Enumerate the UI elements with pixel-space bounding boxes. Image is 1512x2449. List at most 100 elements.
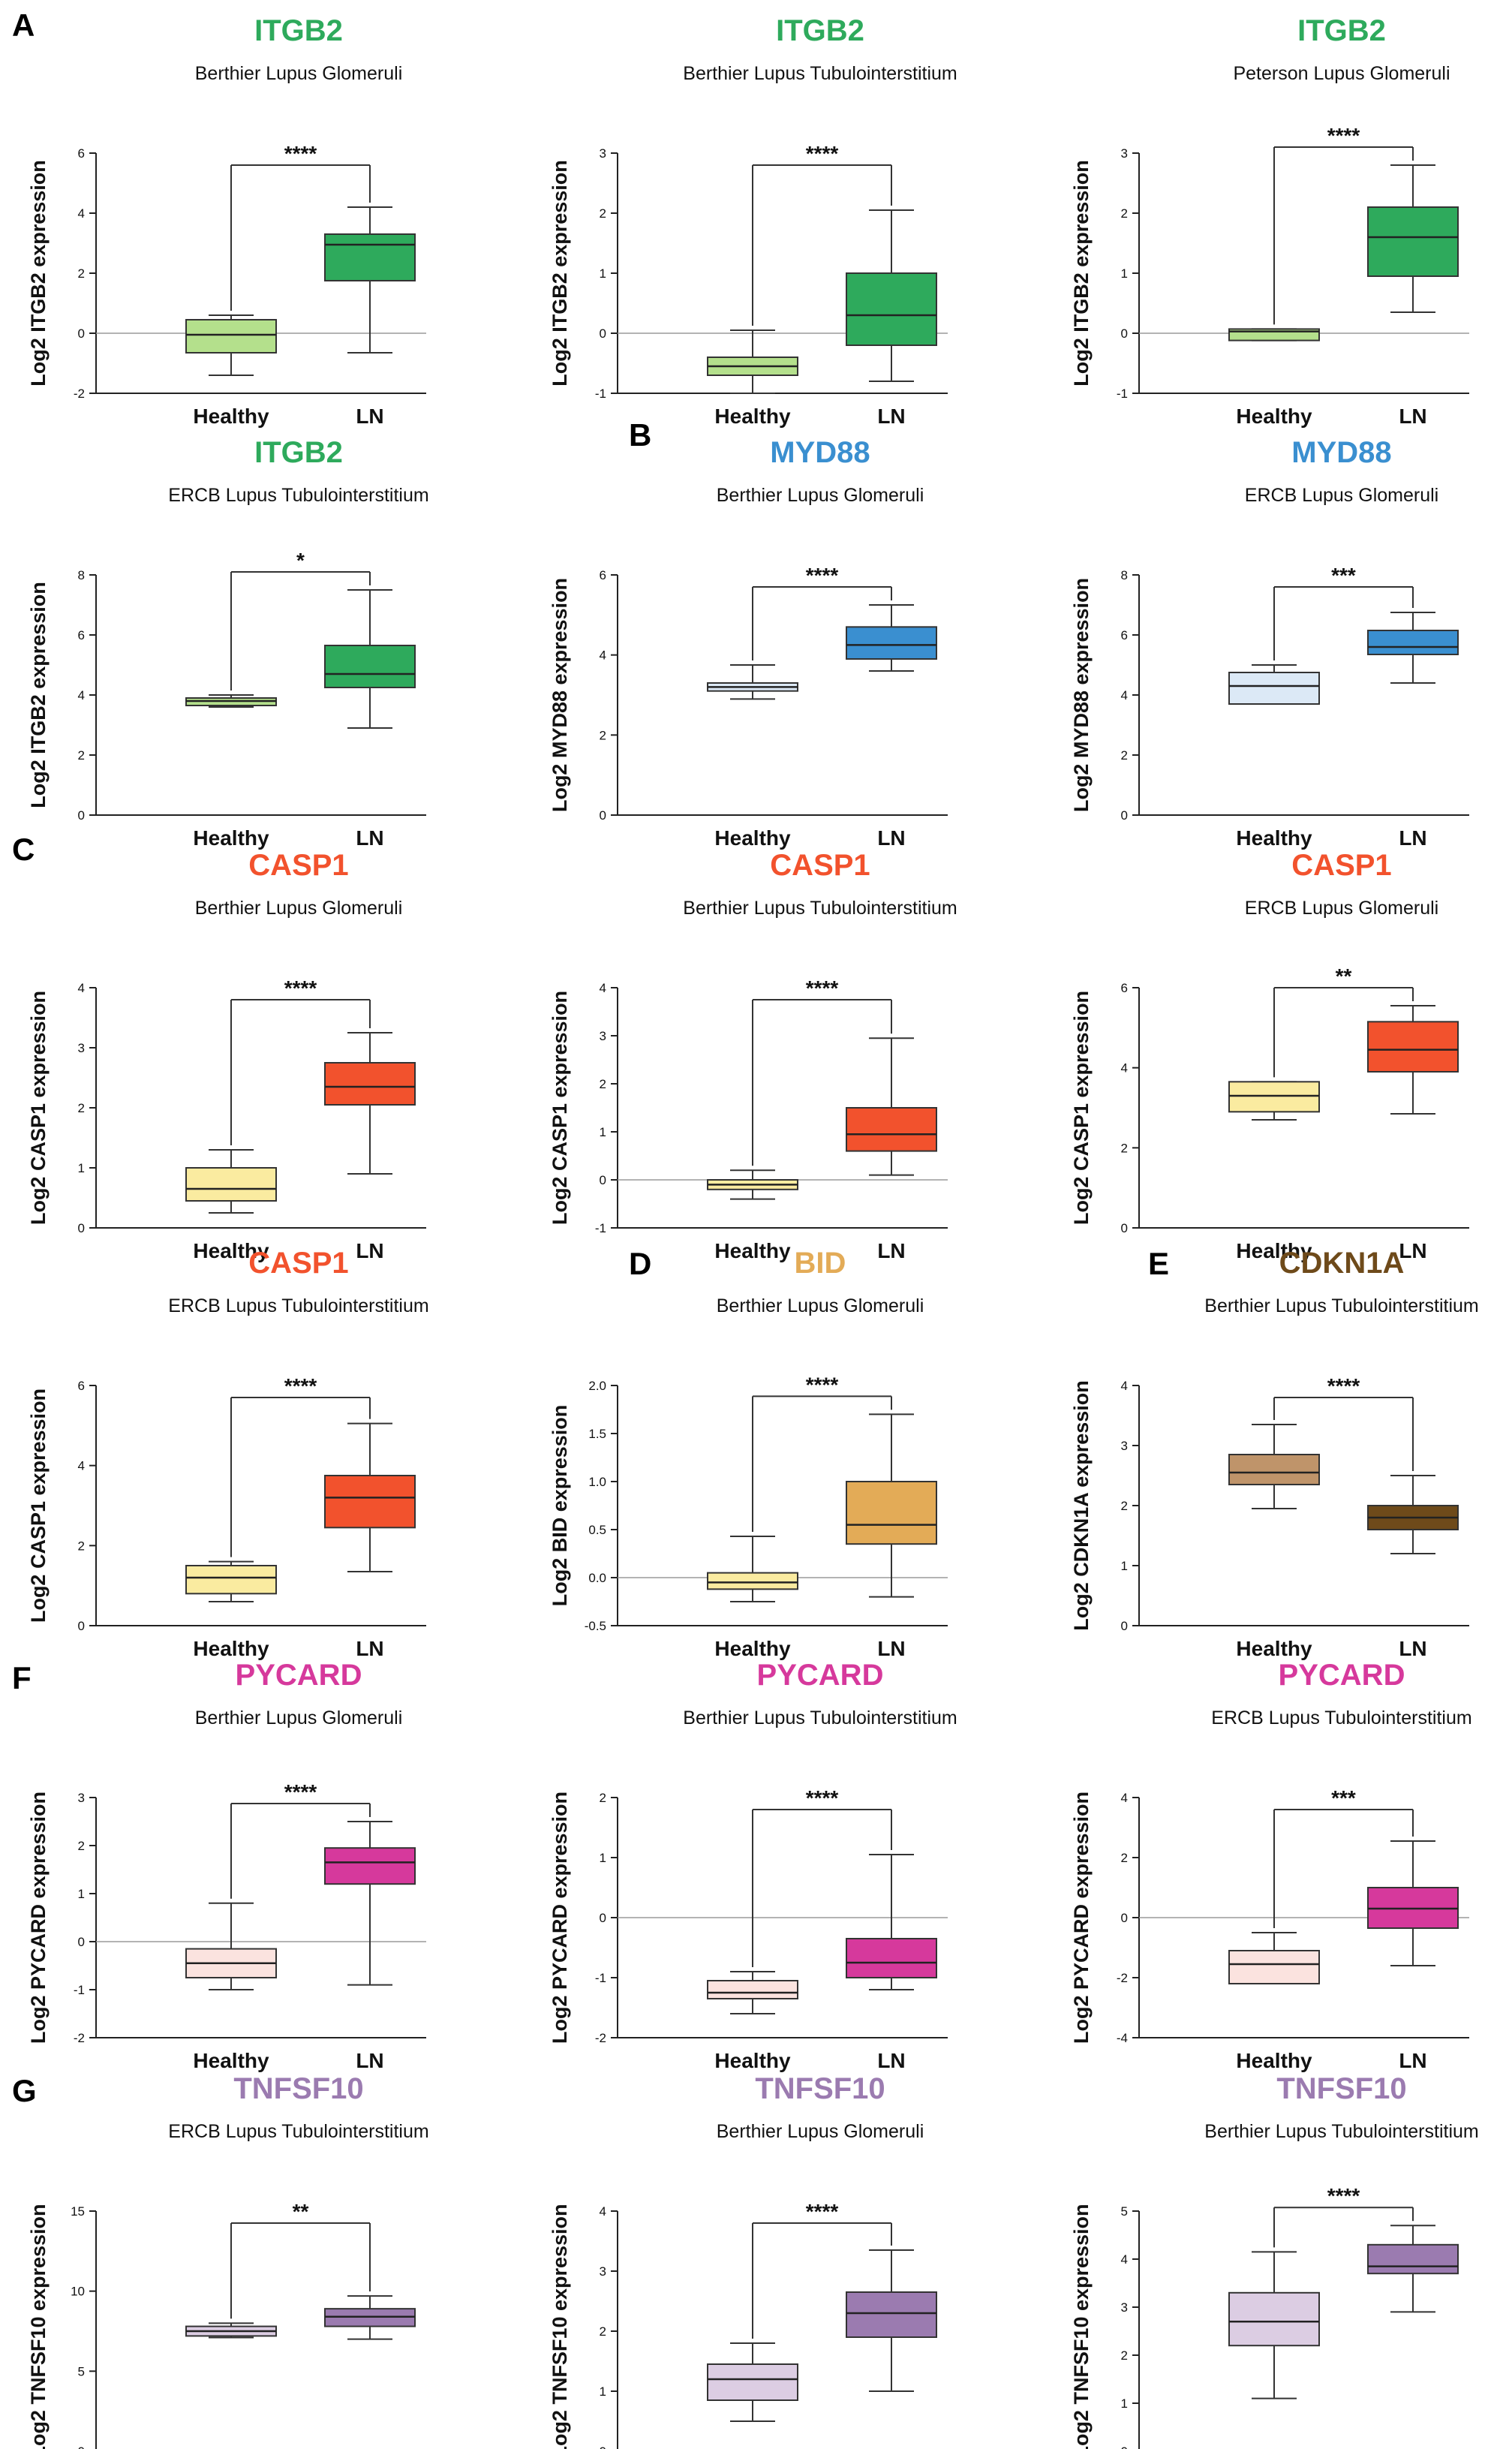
significance-label: **	[1336, 964, 1352, 988]
x-category-label: LN	[356, 1239, 383, 1262]
chart-subtitle: Berthier Lupus Tubulointerstitium	[683, 63, 957, 84]
y-tick-label: 8	[1121, 568, 1128, 582]
panel-letter-d: D	[629, 1246, 651, 1281]
y-tick-label: 2	[600, 728, 606, 742]
x-category-label: Healthy	[193, 1637, 269, 1660]
panel-letter-f: F	[12, 1660, 32, 1695]
box-ln	[324, 1475, 416, 1529]
chart-panel-10: BID Berthier Lupus Glomeruli Log2 BID expr…	[549, 1247, 948, 1660]
y-tick-label: -4	[1117, 2031, 1128, 2045]
y-tick-label: 4	[78, 1459, 85, 1473]
x-category-label: Healthy	[1236, 826, 1312, 850]
significance-label: ****	[284, 976, 317, 1000]
chart-panel-15: TNFSF10 ERCB Lupus Tubulointerstitium Log2…	[27, 2072, 429, 2449]
x-category-label: Healthy	[193, 826, 269, 850]
y-tick-label: 0	[1121, 2444, 1128, 2449]
chart-title: CASP1	[248, 1247, 348, 1280]
y-tick-label: 4	[78, 981, 85, 995]
significance-label: **	[293, 2200, 309, 2223]
chart-subtitle: Berthier Lupus Tubulointerstitium	[1204, 2121, 1478, 2142]
x-category-label: LN	[877, 405, 905, 428]
y-tick-label: 3	[78, 1041, 85, 1055]
chart-panel-0: ITGB2 Berthier Lupus Glomeruli Log2 ITGB2 …	[27, 14, 426, 428]
y-tick-label: 6	[78, 1379, 85, 1393]
x-category-label: Healthy	[1236, 2049, 1312, 2072]
y-axis-label: Log2 ITGB2 expression	[549, 160, 571, 387]
chart-panel-3: ITGB2 ERCB Lupus Tubulointerstitium Log2 I…	[27, 436, 429, 850]
y-tick-label: 15	[71, 2204, 85, 2219]
significance-label: *	[296, 549, 305, 572]
chart-panel-4: MYD88 Berthier Lupus Glomeruli Log2 MYD88 …	[549, 436, 948, 850]
significance-label: ****	[284, 1374, 317, 1397]
x-category-label: LN	[1399, 826, 1426, 850]
y-tick-label: 3	[600, 2264, 606, 2279]
panel-letter-e: E	[1148, 1246, 1169, 1281]
x-category-label: LN	[356, 1637, 383, 1660]
y-tick-label: 2.0	[588, 1379, 606, 1393]
chart-subtitle: Berthier Lupus Glomeruli	[717, 1295, 924, 1316]
y-tick-label: 0	[78, 808, 85, 823]
chart-subtitle: ERCB Lupus Tubulointerstitium	[168, 2121, 428, 2142]
box-healthy	[1228, 1950, 1320, 1984]
x-category-label: Healthy	[193, 2049, 269, 2072]
y-tick-label: 1	[1121, 1559, 1128, 1573]
significance-label: ****	[806, 2200, 839, 2223]
box-healthy	[185, 1565, 277, 1595]
chart-subtitle: ERCB Lupus Glomeruli	[1245, 898, 1438, 919]
box-ln	[1367, 1021, 1459, 1073]
y-tick-label: 3	[1121, 1439, 1128, 1453]
box-healthy	[707, 2363, 798, 2401]
chart-title: CASP1	[770, 849, 870, 882]
y-tick-label: 1	[600, 266, 606, 281]
y-tick-label: 2	[600, 1791, 606, 1805]
chart-panel-17: TNFSF10 Berthier Lupus Tubulointerstitium…	[1070, 2072, 1479, 2449]
significance-label: ****	[1327, 2184, 1360, 2207]
chart-panel-9: CASP1 ERCB Lupus Tubulointerstitium Log2 C…	[27, 1247, 429, 1660]
chart-title: BID	[795, 1247, 846, 1280]
y-tick-label: -1	[74, 1983, 85, 1997]
significance-label: ***	[1331, 1786, 1356, 1810]
panel-letter-b: B	[629, 417, 651, 453]
y-tick-label: 4	[78, 688, 85, 703]
box-healthy	[707, 1572, 798, 1590]
chart-title: CASP1	[248, 849, 348, 882]
x-category-label: Healthy	[193, 405, 269, 428]
box-healthy	[1228, 1081, 1320, 1113]
y-tick-label: 2	[78, 1101, 85, 1115]
y-axis-label: Log2 CASP1 expression	[27, 1388, 50, 1623]
y-tick-label: 0	[78, 2444, 85, 2449]
chart-subtitle: ERCB Lupus Tubulointerstitium	[168, 485, 428, 506]
y-tick-label: 1	[1121, 266, 1128, 281]
box-healthy	[1228, 2291, 1320, 2347]
box-ln	[846, 1107, 937, 1152]
y-tick-label: 6	[78, 628, 85, 642]
y-axis-label: Log2 PYCARD expression	[549, 1792, 571, 2044]
y-tick-label: 4	[600, 981, 606, 995]
y-tick-label: 0	[78, 326, 85, 341]
y-tick-label: -2	[74, 2031, 85, 2045]
y-tick-label: 8	[78, 568, 85, 582]
y-tick-label: 1	[600, 2384, 606, 2399]
chart-title: PYCARD	[757, 1659, 884, 1692]
y-tick-label: 3	[600, 1029, 606, 1043]
y-tick-label: -2	[1117, 1971, 1128, 1985]
y-tick-label: 4	[1121, 1061, 1128, 1076]
chart-subtitle: Berthier Lupus Glomeruli	[195, 1707, 403, 1728]
y-tick-label: 2	[78, 1839, 85, 1853]
y-tick-label: 2	[78, 266, 85, 281]
y-tick-label: 3	[1121, 2300, 1128, 2315]
box-ln	[846, 1938, 937, 1978]
y-tick-label: -2	[74, 387, 85, 401]
y-tick-label: 3	[600, 146, 606, 161]
chart-panel-7: CASP1 Berthier Lupus Tubulointerstitium Lo…	[549, 849, 957, 1262]
chart-title: ITGB2	[254, 436, 343, 469]
box-healthy	[185, 319, 277, 354]
box-ln	[846, 2291, 937, 2338]
box-ln	[1367, 206, 1459, 277]
box-healthy	[707, 1980, 798, 1999]
y-tick-label: -1	[595, 1971, 606, 1985]
x-category-label: LN	[877, 826, 905, 850]
y-tick-label: 1	[78, 1161, 85, 1175]
box-ln	[324, 1062, 416, 1106]
